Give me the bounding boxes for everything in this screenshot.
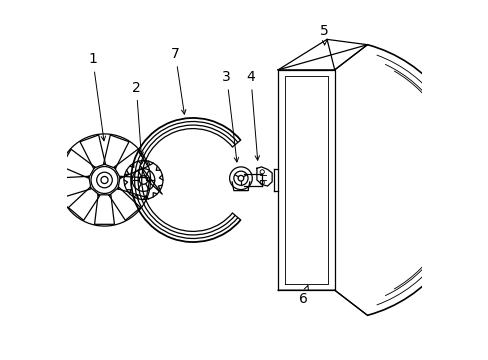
- Text: 3: 3: [222, 70, 238, 162]
- Text: 5: 5: [320, 24, 328, 45]
- Text: 6: 6: [298, 285, 308, 306]
- Text: 2: 2: [132, 81, 143, 157]
- Text: 1: 1: [88, 53, 105, 141]
- Text: 7: 7: [171, 47, 185, 114]
- Text: 4: 4: [246, 70, 259, 160]
